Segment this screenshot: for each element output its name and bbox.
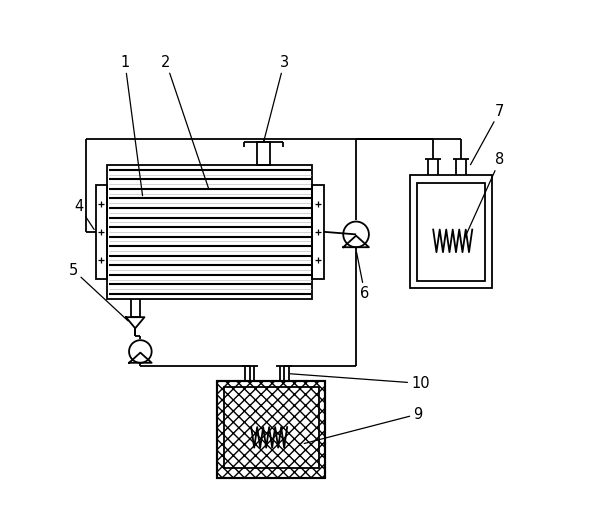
Text: 1: 1	[121, 55, 143, 196]
Text: 5: 5	[69, 263, 128, 321]
Bar	[410, 175, 492, 288]
Text: 8: 8	[465, 152, 504, 238]
Bar	[312, 185, 324, 279]
Bar	[417, 182, 485, 281]
Bar	[224, 387, 318, 468]
Text: 9: 9	[304, 407, 422, 443]
Text: 2: 2	[162, 55, 209, 189]
Text: 10: 10	[290, 374, 429, 391]
Text: 4: 4	[74, 199, 94, 230]
Text: 6: 6	[356, 252, 369, 301]
Text: 3: 3	[264, 55, 289, 139]
Bar	[217, 381, 326, 478]
Bar	[107, 165, 312, 299]
Bar	[96, 185, 107, 279]
Text: 7: 7	[470, 104, 504, 165]
Bar	[257, 142, 270, 165]
Bar	[217, 381, 326, 478]
